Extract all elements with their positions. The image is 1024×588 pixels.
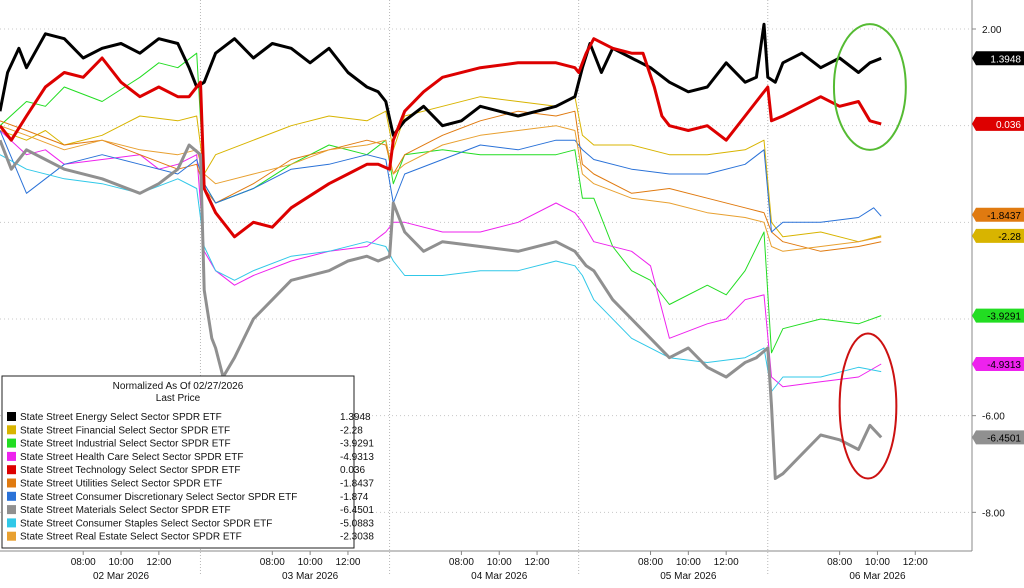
x-tick-label: 10:00 — [865, 557, 890, 568]
legend-swatch — [7, 438, 16, 448]
legend-swatch — [7, 465, 16, 475]
last-price-tag-label: -4.9313 — [987, 360, 1021, 371]
last-price-tag-5 — [972, 308, 1024, 323]
last-price-tag-label: 0.036 — [996, 120, 1021, 131]
legend-entry-name: State Street Real Estate Select Sector S… — [20, 532, 242, 543]
series-line-8 — [0, 139, 883, 480]
x-tick-label: 10:00 — [487, 557, 512, 568]
x-tick-label: 08:00 — [827, 557, 852, 568]
last-price-tag-2 — [972, 116, 1024, 131]
legend-swatch — [7, 518, 16, 528]
x-tick-label: 12:00 — [335, 557, 360, 568]
y-tick-label: 2.00 — [982, 25, 1002, 36]
series-line-1 — [0, 22, 882, 137]
x-tick-label: 10:00 — [109, 557, 134, 568]
legend-entry-value: 1.3948 — [340, 412, 371, 423]
last-price-tag-label: -3.9291 — [987, 312, 1021, 323]
legend-entry-value: 0.036 — [340, 465, 365, 476]
legend-entry-value: -2.3038 — [340, 532, 374, 543]
day-label: 06 Mar 2026 — [849, 571, 906, 582]
last-price-tag-7 — [972, 430, 1024, 445]
x-tick-label: 10:00 — [298, 557, 323, 568]
last-price-tag-3 — [972, 207, 1024, 222]
legend-entry-value: -4.9313 — [340, 452, 374, 463]
legend-entry-name: State Street Energy Select Sector SPDR E… — [20, 412, 222, 423]
day-label: 04 Mar 2026 — [471, 571, 528, 582]
y-tick-label: -6.00 — [982, 412, 1005, 423]
legend-title: Normalized As Of 02/27/2026 — [113, 381, 244, 392]
series-line-10 — [0, 125, 882, 252]
x-tick-label: 12:00 — [903, 557, 928, 568]
series-line-6 — [0, 110, 882, 252]
legend-swatch — [7, 412, 16, 421]
series-line-3 — [0, 52, 882, 354]
day-label: 02 Mar 2026 — [93, 571, 150, 582]
legend-entry-value: -1.874 — [340, 492, 369, 503]
legend-entry-value: -5.0883 — [340, 518, 374, 529]
last-price-tag-label: -6.4501 — [987, 433, 1021, 444]
legend-entry-value: -2.28 — [340, 425, 363, 436]
day-label: 03 Mar 2026 — [282, 571, 339, 582]
series-line-9 — [0, 154, 882, 392]
legend-entry-value: -6.4501 — [340, 505, 374, 516]
day-label: 05 Mar 2026 — [660, 571, 717, 582]
legend-box — [1, 375, 355, 549]
last-price-tag-label: -1.8437 — [987, 211, 1021, 222]
legend-entry-name: State Street Industrial Select Sector SP… — [20, 439, 231, 450]
legend-entry-name: State Street Technology Select Sector SP… — [20, 465, 240, 476]
legend-entry-name: State Street Consumer Staples Select Sec… — [20, 518, 272, 529]
series-line-7 — [0, 130, 882, 233]
legend-swatch — [7, 505, 16, 515]
x-tick-label: 10:00 — [676, 557, 701, 568]
last-price-tag-label: 1.3948 — [990, 54, 1021, 65]
legend-entry-name: State Street Consumer Discretionary Sele… — [20, 492, 297, 503]
legend-swatch — [7, 425, 16, 435]
annotation-ellipse-1 — [832, 23, 907, 151]
series-line-5 — [0, 37, 882, 239]
series-line-4 — [0, 130, 882, 388]
legend-entry-name: State Street Financial Select Sector SPD… — [20, 425, 230, 436]
last-price-tag-1 — [972, 51, 1024, 66]
legend-entry-name: State Street Materials Select Sector SPD… — [20, 505, 231, 516]
x-tick-label: 12:00 — [146, 557, 171, 568]
legend-entry-value: -1.8437 — [340, 479, 374, 490]
x-tick-label: 12:00 — [525, 557, 550, 568]
legend-swatch — [7, 451, 16, 461]
legend-entry-value: -3.9291 — [340, 439, 374, 450]
last-price-tag-label: -2.28 — [998, 232, 1021, 243]
x-tick-label: 08:00 — [71, 557, 96, 568]
last-price-tag-4 — [972, 228, 1024, 243]
x-tick-label: 12:00 — [714, 557, 739, 568]
legend-subtitle: Last Price — [156, 393, 201, 404]
legend-entry-name: State Street Health Care Select Sector S… — [20, 452, 243, 463]
last-price-tag-6 — [972, 357, 1024, 372]
annotation-ellipse-2 — [838, 332, 898, 480]
x-tick-label: 08:00 — [449, 557, 474, 568]
x-tick-label: 08:00 — [638, 557, 663, 568]
legend-entry-name: State Street Utilities Select Sector SPD… — [20, 479, 222, 490]
legend-swatch — [7, 491, 16, 501]
legend-swatch — [7, 531, 16, 541]
series-line-2 — [0, 96, 882, 243]
x-tick-label: 08:00 — [260, 557, 285, 568]
y-tick-label: -8.00 — [982, 508, 1005, 519]
legend-swatch — [7, 478, 16, 488]
